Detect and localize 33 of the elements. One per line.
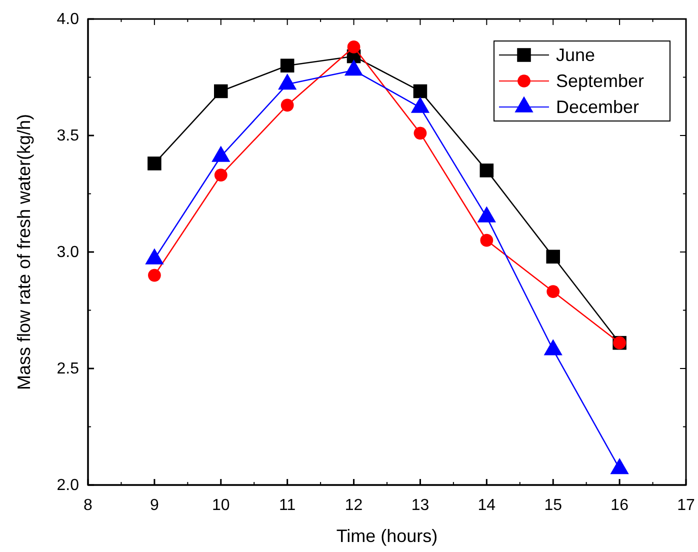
point bbox=[546, 285, 560, 298]
point bbox=[148, 268, 161, 282]
legend-label: December bbox=[556, 97, 640, 117]
legend-label: September bbox=[556, 71, 644, 91]
point bbox=[413, 84, 428, 98]
point bbox=[148, 156, 162, 170]
x-axis-title: Time (hours) bbox=[336, 526, 438, 546]
x-tick-label: 10 bbox=[212, 497, 230, 514]
point bbox=[546, 250, 560, 264]
y-tick-label: 2.0 bbox=[56, 477, 80, 494]
x-tick-label: 13 bbox=[411, 497, 430, 514]
x-tick-label: 11 bbox=[279, 497, 296, 514]
point bbox=[280, 98, 294, 112]
point bbox=[280, 58, 294, 72]
point bbox=[347, 40, 360, 54]
point bbox=[480, 164, 494, 178]
y-axis-title: Mass flow rate of fresh water(kg/h) bbox=[14, 114, 34, 390]
x-tick-label: 17 bbox=[677, 497, 695, 514]
x-tick-label: 9 bbox=[150, 497, 159, 514]
x-tick-label: 16 bbox=[610, 497, 629, 514]
point bbox=[214, 168, 228, 182]
y-tick-label: 3.0 bbox=[56, 244, 80, 262]
x-tick-label: 8 bbox=[84, 497, 93, 514]
point bbox=[214, 84, 228, 98]
x-tick-label: 15 bbox=[544, 497, 562, 514]
legend-label: June bbox=[556, 45, 596, 65]
y-tick-label: 2.5 bbox=[56, 360, 80, 378]
x-tick-label: 14 bbox=[478, 497, 496, 514]
x-tick-label: 12 bbox=[344, 497, 363, 514]
y-tick-label: 4.0 bbox=[56, 11, 80, 28]
y-tick-label: 3.5 bbox=[56, 128, 80, 145]
point bbox=[480, 234, 494, 247]
point bbox=[414, 126, 427, 140]
